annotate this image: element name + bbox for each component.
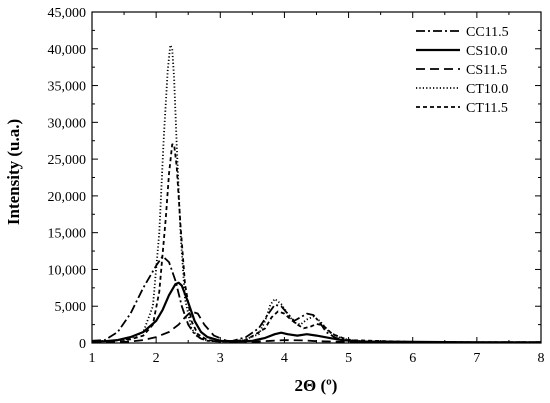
x-tick-label: 4 xyxy=(281,351,288,366)
legend-label: CT10.0 xyxy=(466,82,508,97)
y-tick-label: 5,000 xyxy=(55,300,87,315)
legend-label: CS11.5 xyxy=(466,63,507,78)
x-tick-label: 6 xyxy=(409,351,416,366)
y-tick-label: 35,000 xyxy=(48,80,87,95)
y-tick-label: 25,000 xyxy=(48,153,87,168)
legend-label: CS10.0 xyxy=(466,44,508,59)
axes xyxy=(91,11,542,344)
series-line-ct10-0 xyxy=(91,44,541,344)
y-tick-label: 10,000 xyxy=(48,263,87,278)
x-tick-label: 8 xyxy=(538,351,545,366)
y-axis-label: Intensity (u.a.) xyxy=(4,119,23,225)
x-tick-label: 3 xyxy=(217,351,224,366)
legend: CC11.5 CS10.0 CS11.5 CT10.0 CT11.5 xyxy=(416,25,509,116)
legend-label: CT11.5 xyxy=(466,101,508,116)
tick-labels: 1 2 3 4 5 6 7 8 0 5,000 10,000 15,000 20,000 25,000 30… xyxy=(48,6,545,366)
y-tick-label: 15,000 xyxy=(48,227,87,242)
x-axis-label: 2Θ (º) xyxy=(295,376,338,395)
x-tick-label: 1 xyxy=(89,351,96,366)
legend-label: CC11.5 xyxy=(466,25,509,40)
x-tick-label: 7 xyxy=(473,351,480,366)
series-line-cc11-5 xyxy=(91,255,541,344)
x-tick-label: 5 xyxy=(345,351,352,366)
y-tick-label: 20,000 xyxy=(48,190,87,205)
y-tick-label: 30,000 xyxy=(48,116,87,131)
y-tick-label: 45,000 xyxy=(48,6,87,21)
series-line-ct11-5 xyxy=(91,143,541,344)
y-tick-label: 40,000 xyxy=(48,43,87,58)
x-tick-label: 2 xyxy=(153,351,160,366)
y-tick-label: 0 xyxy=(79,337,86,352)
series-line-cs11-5 xyxy=(92,310,541,344)
